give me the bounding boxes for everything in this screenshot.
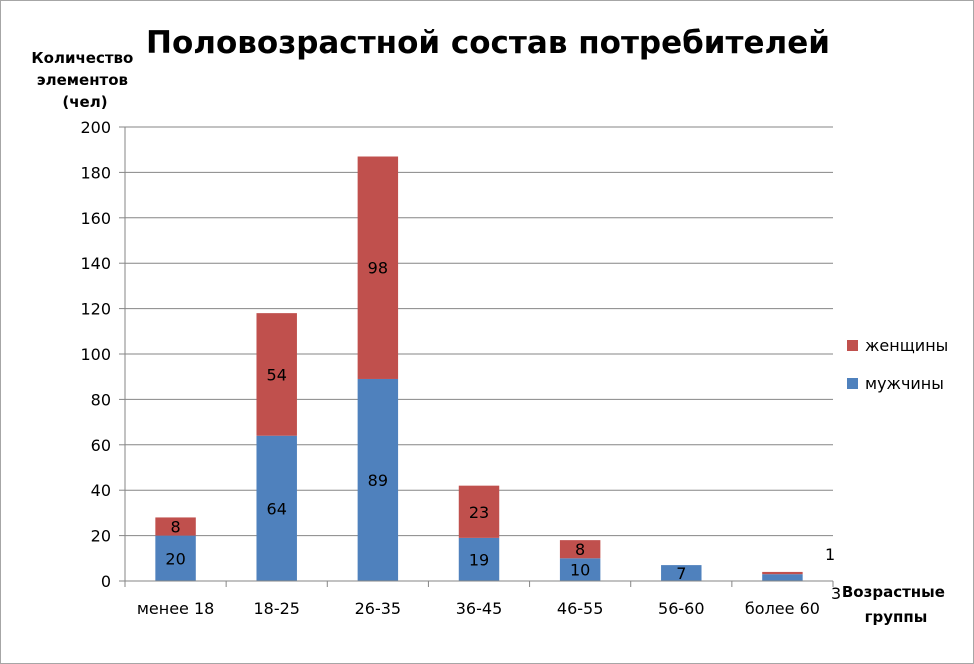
data-label-women: 8 [575, 540, 585, 559]
y-tick-label: 40 [91, 481, 111, 500]
data-label-men: 10 [570, 561, 590, 580]
x-tick-label: 46-55 [557, 599, 604, 618]
gridlines [125, 126, 833, 537]
bar-men [661, 565, 702, 581]
data-label-men: 3 [831, 584, 841, 603]
legend: женщины мужчины [847, 336, 948, 393]
bar-men [357, 378, 399, 581]
y-tick-label: 140 [80, 254, 111, 273]
bar-women [155, 517, 196, 536]
data-label-women: 23 [469, 503, 489, 522]
legend-label-men: мужчины [865, 374, 944, 393]
data-label-women: 98 [368, 259, 388, 278]
data-label-men: 89 [368, 471, 388, 490]
x-tick-label: 36-45 [456, 599, 503, 618]
data-label-men: 7 [676, 564, 686, 583]
bar-women [458, 485, 500, 538]
data-label-women: 1 [825, 545, 835, 564]
x-tick-label: 56-60 [658, 599, 705, 618]
y-axis-title-line-2: элементов [37, 71, 128, 89]
x-axis-ticks: менее 18 18-25 26-35 36-45 46-55 56-60 более 6… [137, 599, 820, 618]
bar-women [559, 540, 601, 559]
y-tick-label: 160 [80, 209, 111, 228]
x-tick-label: более 60 [745, 599, 820, 618]
y-tick-label: 80 [91, 390, 111, 409]
y-tick-label: 180 [80, 163, 111, 182]
bar-women [256, 313, 297, 436]
legend-swatch-men [847, 378, 858, 389]
y-tick-label: 200 [80, 118, 111, 137]
y-axis-title: Количество элементов (чел) [31, 49, 138, 111]
data-label-men: 20 [165, 549, 185, 568]
y-tick-label: 20 [91, 527, 111, 546]
bar-women [762, 571, 803, 575]
bar-men [762, 574, 803, 581]
data-label-women: 54 [267, 365, 287, 384]
x-axis-title-line-2: группы [865, 608, 928, 626]
data-label-men: 19 [469, 550, 489, 569]
y-tick-label: 100 [80, 345, 111, 364]
x-tick-label: 18-25 [253, 599, 300, 618]
bar-men [559, 558, 601, 581]
x-axis-title-line-1: Возрастные [842, 583, 945, 601]
bar-women [357, 156, 399, 379]
x-axis-title: Возрастные группы [842, 583, 950, 626]
data-label-men: 64 [267, 499, 287, 518]
bars [155, 156, 803, 581]
chart-title: Половозрастной состав потребителей [146, 25, 830, 61]
legend-swatch-women [847, 340, 858, 351]
y-axis-ticks: 0 20 40 60 80 100 120 140 160 180 200 [80, 118, 125, 591]
x-tick-label: 26-35 [355, 599, 402, 618]
y-tick-label: 120 [80, 300, 111, 319]
y-tick-label: 0 [101, 572, 111, 591]
legend-label-women: женщины [865, 336, 948, 355]
data-label-women: 8 [170, 518, 180, 537]
bar-men [458, 537, 500, 581]
y-axis-title-line-3: (чел) [62, 93, 107, 111]
data-labels: 20 8 64 54 89 98 19 23 10 8 7 3 1 [165, 259, 841, 603]
y-tick-label: 60 [91, 436, 111, 455]
x-tick-label: менее 18 [137, 599, 215, 618]
y-axis-title-line-1: Количество [31, 49, 133, 67]
bar-men [155, 535, 196, 581]
bar-men [256, 435, 297, 581]
axes [124, 127, 834, 587]
